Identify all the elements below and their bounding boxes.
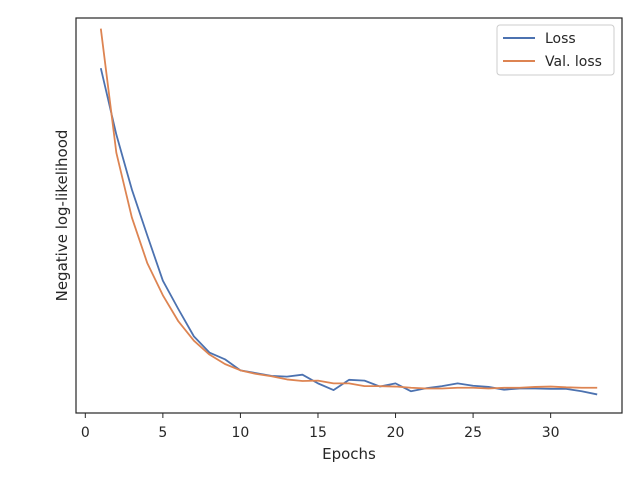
x-tick-label: 5 (158, 425, 167, 441)
x-axis-ticks: 0 5 10 15 20 25 30 (81, 413, 560, 441)
plot-frame (75, 17, 623, 414)
series-line-val-loss (99, 28, 598, 390)
y-axis-label: Negative log-likelihood (53, 130, 71, 302)
x-tick-label: 10 (232, 425, 250, 441)
x-axis-label: Epochs (322, 445, 376, 463)
x-tick-label: 25 (464, 425, 482, 441)
x-tick-label: 0 (81, 425, 90, 441)
plot-area (76, 18, 622, 413)
x-tick-label: 20 (387, 425, 405, 441)
x-tick-label: 30 (542, 425, 560, 441)
legend: Loss Val. loss (496, 24, 615, 76)
legend-label-val-loss: Val. loss (545, 54, 602, 70)
legend-label-loss: Loss (545, 31, 576, 47)
x-tick-label: 15 (309, 425, 327, 441)
series-line-loss (99, 67, 598, 396)
series-layer (99, 28, 598, 396)
